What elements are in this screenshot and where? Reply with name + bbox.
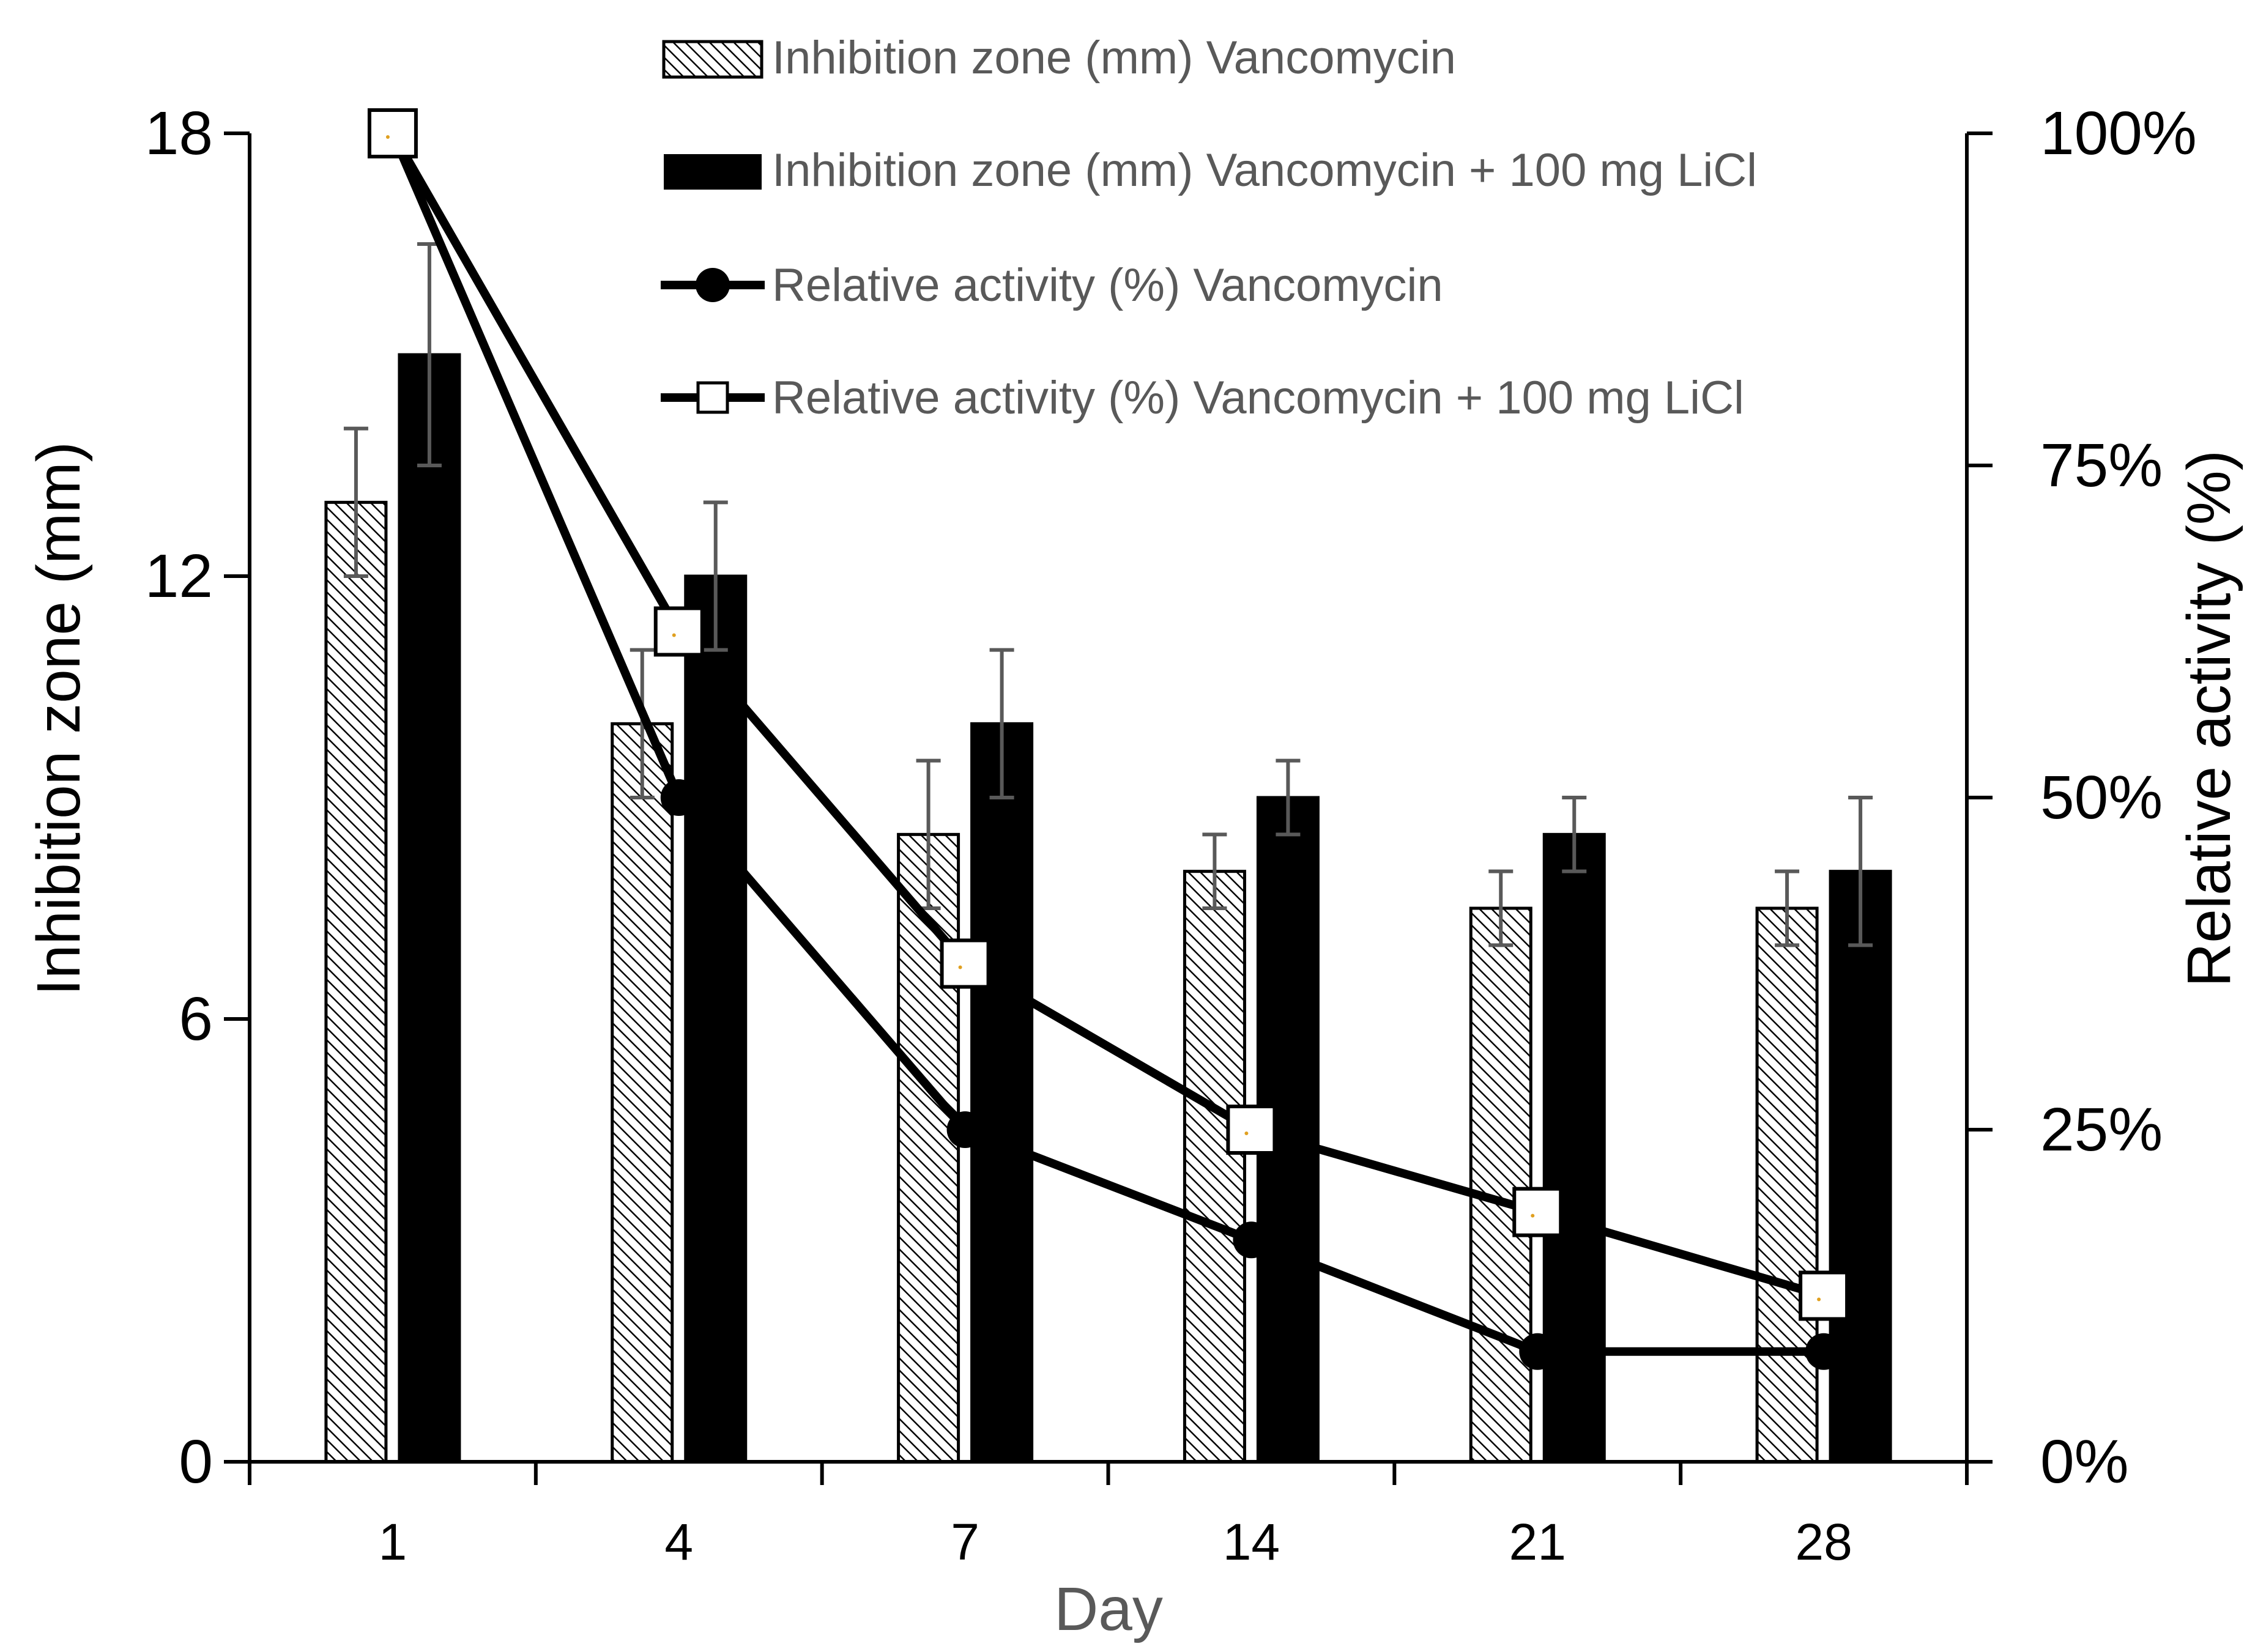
bar-licl-day-28 bbox=[1829, 870, 1892, 1464]
marker-square-dot-day-21 bbox=[1531, 1213, 1535, 1218]
line-series-licl bbox=[388, 131, 1826, 1300]
x-tick-label-day-1: 1 bbox=[379, 1513, 407, 1571]
legend-label-licl-line: Relative activity (%) Vancomycin + 100 m… bbox=[772, 372, 1744, 424]
y2-axis-title: Relative activity (%) bbox=[2175, 450, 2243, 987]
line-series-vancomycin bbox=[388, 131, 1824, 1356]
bar-vancomycin-day-21 bbox=[1469, 906, 1532, 1464]
marker-circle-day-21 bbox=[1519, 1333, 1556, 1370]
y2-tick-label-50%: 50% bbox=[2040, 763, 2163, 832]
marker-square-day-1 bbox=[367, 108, 418, 158]
bar-vancomycin-day-28 bbox=[1755, 906, 1819, 1464]
bar-vancomycin-day-1 bbox=[324, 500, 388, 1464]
legend-label-licl-bar: Inhibition zone (mm) Vancomycin + 100 mg… bbox=[772, 144, 1757, 196]
y-axis-title: Inhibition zone (mm) bbox=[24, 442, 93, 996]
y-tick-label-18: 18 bbox=[145, 99, 213, 168]
error-bars-layer bbox=[343, 242, 1873, 947]
y-tick-label-6: 6 bbox=[179, 985, 213, 1053]
marker-circle-day-14 bbox=[1233, 1221, 1270, 1259]
bar-vancomycin-day-7 bbox=[897, 832, 960, 1464]
bar-licl-day-7 bbox=[970, 722, 1034, 1464]
y2-tick-label-75%: 75% bbox=[2040, 431, 2163, 500]
x-tick-label-day-14: 14 bbox=[1223, 1513, 1280, 1571]
y2-tick-label-25%: 25% bbox=[2040, 1095, 2163, 1164]
y2-tick-label-0%: 0% bbox=[2040, 1428, 2129, 1496]
bar-licl-day-1 bbox=[398, 353, 461, 1464]
y-tick-label-0: 0 bbox=[179, 1428, 213, 1496]
marker-square-day-28 bbox=[1799, 1270, 1849, 1321]
x-tick-label-day-28: 28 bbox=[1795, 1513, 1852, 1571]
bar-vancomycin-day-4 bbox=[611, 722, 674, 1464]
legend-swatch-hatched bbox=[662, 40, 763, 79]
marker-circle-day-28 bbox=[1805, 1333, 1843, 1370]
marker-square-dot-day-14 bbox=[1244, 1132, 1249, 1135]
marker-square-dot-day-1 bbox=[385, 135, 390, 139]
marker-circle-day-7 bbox=[946, 1111, 984, 1148]
marker-square-day-4 bbox=[653, 606, 704, 657]
legend-swatch-solid bbox=[664, 154, 762, 190]
bar-licl-day-4 bbox=[684, 574, 748, 1464]
bar-licl-day-21 bbox=[1542, 832, 1606, 1464]
marker-square-day-14 bbox=[1226, 1105, 1277, 1155]
y2-tick-label-100%: 100% bbox=[2040, 99, 2197, 168]
legend-marker-circle bbox=[696, 268, 730, 302]
lines-layer bbox=[367, 108, 1849, 1370]
marker-square-day-21 bbox=[1512, 1187, 1563, 1237]
x-tick-label-day-7: 7 bbox=[951, 1513, 979, 1571]
x-tick-label-day-4: 4 bbox=[664, 1513, 693, 1571]
marker-circle-day-4 bbox=[660, 779, 697, 816]
marker-square-dot-day-28 bbox=[1817, 1297, 1821, 1302]
legend-label-vancomycin-bar: Inhibition zone (mm) Vancomycin bbox=[772, 32, 1456, 84]
x-axis-title: Day bbox=[1054, 1575, 1163, 1643]
legend: Inhibition zone (mm) Vancomycin Inhibiti… bbox=[661, 32, 1757, 424]
legend-label-vancomycin-line: Relative activity (%) Vancomycin bbox=[772, 259, 1443, 311]
x-tick-label-day-21: 21 bbox=[1509, 1513, 1566, 1571]
marker-square-dot-day-4 bbox=[672, 633, 676, 637]
y-tick-label-12: 12 bbox=[145, 542, 213, 610]
marker-square-dot-day-7 bbox=[958, 965, 962, 969]
bar-vancomycin-day-14 bbox=[1183, 870, 1246, 1464]
marker-square-day-7 bbox=[940, 938, 990, 989]
legend-marker-square bbox=[696, 381, 729, 414]
